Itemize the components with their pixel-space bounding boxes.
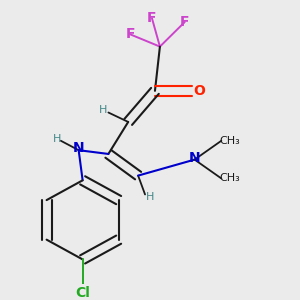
Text: F: F [125,27,135,41]
Text: F: F [147,11,157,25]
Text: Cl: Cl [75,286,90,300]
Text: O: O [194,84,206,98]
Text: H: H [99,105,108,115]
Text: N: N [73,141,85,155]
Text: H: H [53,134,61,144]
Text: H: H [146,192,154,202]
Text: N: N [189,151,200,165]
Text: F: F [180,15,189,29]
Text: CH₃: CH₃ [219,136,240,146]
Text: CH₃: CH₃ [219,173,240,183]
